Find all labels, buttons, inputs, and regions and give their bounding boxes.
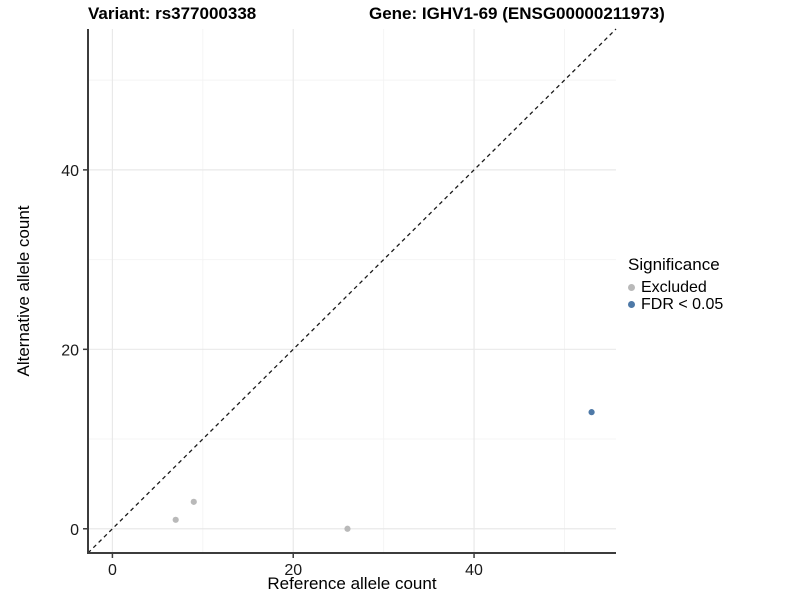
data-point-excluded <box>344 525 351 532</box>
x-axis-title: Reference allele count <box>267 574 437 593</box>
y-tick-label: 0 <box>70 522 79 539</box>
identity-dashed-line <box>87 28 617 554</box>
x-tick-label: 0 <box>108 562 117 579</box>
variant-title: Variant: rs377000338 <box>88 4 257 23</box>
legend-item-label: Excluded <box>641 279 707 296</box>
fdr-dot-icon <box>628 301 635 308</box>
x-tick-label: 20 <box>284 562 302 579</box>
legend-item-fdr: FDR < 0.05 <box>628 296 723 313</box>
data-point-excluded <box>190 498 197 505</box>
data-point-excluded <box>172 516 179 523</box>
y-axis-title: Alternative allele count <box>14 205 33 377</box>
y-tick-label: 20 <box>61 342 79 359</box>
excluded-dot-icon <box>628 284 635 291</box>
legend-item-excluded: Excluded <box>628 279 723 296</box>
legend-item-label: FDR < 0.05 <box>641 296 724 313</box>
legend-title: Significance <box>628 255 720 274</box>
legend: Significance Excluded FDR < 0.05 <box>628 255 723 313</box>
data-point-fdr <box>588 409 595 416</box>
gene-title: Gene: IGHV1-69 (ENSG00000211973) <box>369 4 665 23</box>
x-tick-label: 40 <box>465 562 483 579</box>
y-tick-label: 40 <box>61 163 79 180</box>
